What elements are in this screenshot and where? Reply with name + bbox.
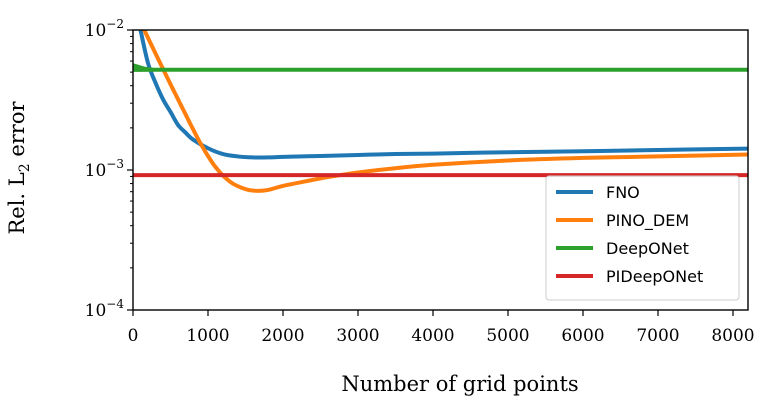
legend-box (545, 175, 740, 301)
x-tick-label: 0 (128, 326, 139, 346)
legend-label: FNO (606, 183, 640, 202)
series-layer (133, 30, 748, 193)
y-axis-label-tail: error (5, 101, 29, 164)
y-axis-label-sub: 2 (17, 163, 33, 172)
y-tick-label: 10−3 (85, 157, 124, 181)
x-tick-label: 5000 (486, 326, 529, 346)
y-tick-label: 10−2 (85, 17, 124, 41)
legend-label: PIDeepONet (606, 267, 703, 286)
x-tick-label: 7000 (636, 326, 679, 346)
x-tick-label: 6000 (561, 326, 604, 346)
x-tick-label: 1000 (186, 326, 229, 346)
x-tick-label: 4000 (411, 326, 454, 346)
x-tick-label: 3000 (336, 326, 379, 346)
x-tick-label: 2000 (261, 326, 304, 346)
x-ticks: 0 1000 2000 3000 4000 5000 6000 7000 8000 (128, 310, 755, 346)
x-tick-label: 8000 (711, 326, 754, 346)
y-axis-label-main: Rel. L (5, 172, 29, 234)
y-ticks: 10−4 10−3 10−2 (85, 17, 133, 321)
x-axis-label: Number of grid points (341, 372, 578, 396)
y-tick-label: 10−4 (85, 297, 125, 321)
legend: FNO PINO_DEM DeepONet PIDeepONet (545, 175, 740, 301)
series-line-fno (138, 30, 748, 160)
legend-label: PINO_DEM (606, 211, 689, 231)
legend-label: DeepONet (606, 239, 689, 258)
y-axis-label: Rel. L2 error (5, 101, 33, 235)
series-line-deeponet (133, 63, 748, 72)
series-line-pino-dem (142, 30, 748, 193)
